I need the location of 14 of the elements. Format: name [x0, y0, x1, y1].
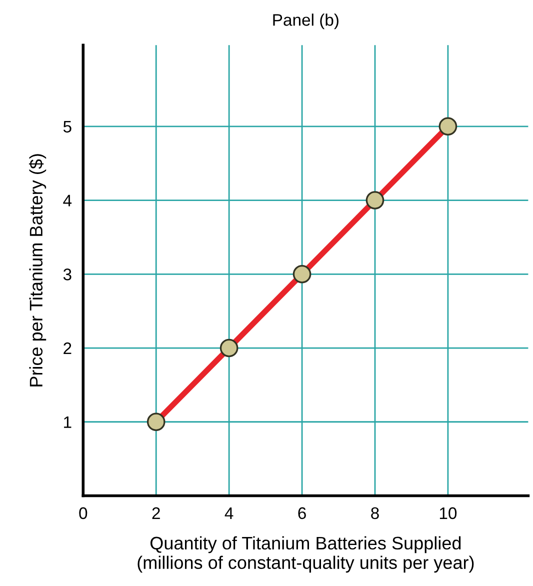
x-tick-label: 10 [440, 507, 457, 520]
x-tick-label: 8 [371, 507, 379, 520]
x-tick-label: 6 [298, 507, 306, 520]
x-tick-label: 4 [224, 507, 234, 519]
y-tick-label: 2 [64, 342, 72, 354]
chart-title: Panel (b) [273, 14, 338, 30]
y-axis-title: Price per Titanium Battery ($) [28, 154, 46, 386]
x-axis-title: Quantity of Titanium Batteries Supplied (millions of constant-quality units per year) [138, 536, 474, 573]
y-tick-label: 3 [63, 268, 72, 280]
y-tick-label: 5 [63, 120, 72, 133]
x-tick-label: 2 [152, 507, 160, 519]
y-tick-label: 4 [63, 194, 72, 206]
y-tick-label: 1 [64, 416, 72, 428]
x-tick-label: 0 [79, 507, 88, 520]
